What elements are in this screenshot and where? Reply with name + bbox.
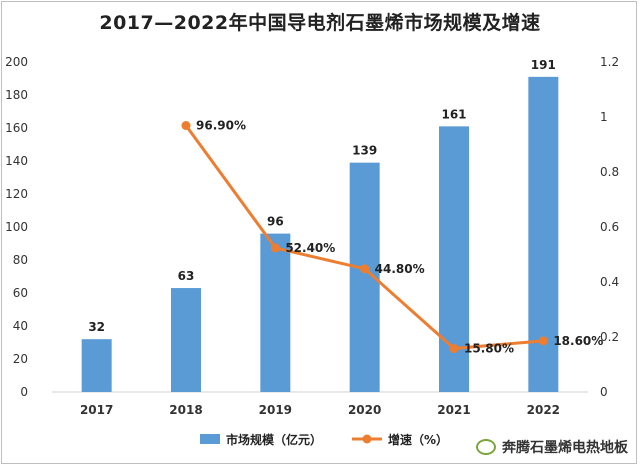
growth-value-label: 44.80% — [375, 262, 425, 276]
y-left-tick-label: 60 — [13, 286, 28, 300]
y-right-tick-label: 0.6 — [600, 220, 619, 234]
brand-text: 奔腾石墨烯电热地板 — [502, 440, 628, 456]
legend-bar-label: 市场规模（亿元） — [226, 432, 322, 447]
y-right-tick-label: 1 — [600, 110, 608, 124]
x-tick-label: 2018 — [169, 403, 202, 417]
bar-2018 — [171, 288, 201, 392]
bar-2017 — [81, 339, 112, 392]
y-left-tick-label: 140 — [5, 154, 28, 168]
bar-value-label: 32 — [88, 320, 105, 334]
growth-value-label: 96.90% — [196, 119, 246, 133]
wechat-icon — [476, 439, 496, 455]
y-left-tick-label: 160 — [5, 121, 28, 135]
y-left-tick-label: 180 — [5, 88, 28, 102]
x-tick-label: 2017 — [80, 403, 113, 417]
y-right-tick-label: 1.2 — [600, 55, 619, 69]
growth-point-2019 — [270, 243, 280, 253]
y-right-tick-label: 0 — [600, 385, 608, 399]
x-tick-label: 2019 — [259, 403, 292, 417]
legend-line-label: 增速（%） — [388, 432, 448, 447]
growth-point-2021 — [449, 344, 459, 354]
bar-value-label: 139 — [352, 144, 377, 158]
bar-2019 — [260, 233, 291, 392]
legend-line-marker — [362, 434, 372, 444]
legend-bar-swatch — [200, 434, 220, 444]
growth-value-label: 15.80% — [464, 342, 514, 356]
y-left-tick-label: 20 — [13, 352, 28, 366]
bar-value-label: 96 — [267, 215, 284, 229]
bar-value-label: 191 — [531, 58, 556, 72]
growth-point-2022 — [538, 336, 548, 346]
growth-point-2018 — [181, 121, 191, 131]
y-left-tick-label: 100 — [5, 220, 28, 234]
bar-value-label: 63 — [178, 269, 195, 283]
growth-value-label: 18.60% — [553, 334, 603, 348]
growth-point-2020 — [360, 264, 370, 274]
x-tick-label: 2020 — [348, 403, 381, 417]
x-tick-label: 2022 — [527, 403, 560, 417]
y-right-tick-label: 0.4 — [600, 275, 619, 289]
y-right-tick-label: 0.8 — [600, 165, 619, 179]
y-left-tick-label: 40 — [13, 319, 28, 333]
chart-title: 2017—2022年中国导电剂石墨烯市场规模及增速 — [99, 12, 541, 34]
y-left-tick-label: 0 — [20, 385, 28, 399]
growth-value-label: 52.40% — [285, 241, 335, 255]
x-tick-label: 2021 — [437, 403, 470, 417]
y-left-tick-label: 200 — [5, 55, 28, 69]
bar-value-label: 161 — [441, 107, 466, 121]
y-left-tick-label: 80 — [13, 253, 28, 267]
y-left-tick-label: 120 — [5, 187, 28, 201]
brand-watermark: 奔腾石墨烯电热地板 — [476, 437, 628, 457]
y-right-tick-label: 0.2 — [600, 330, 619, 344]
